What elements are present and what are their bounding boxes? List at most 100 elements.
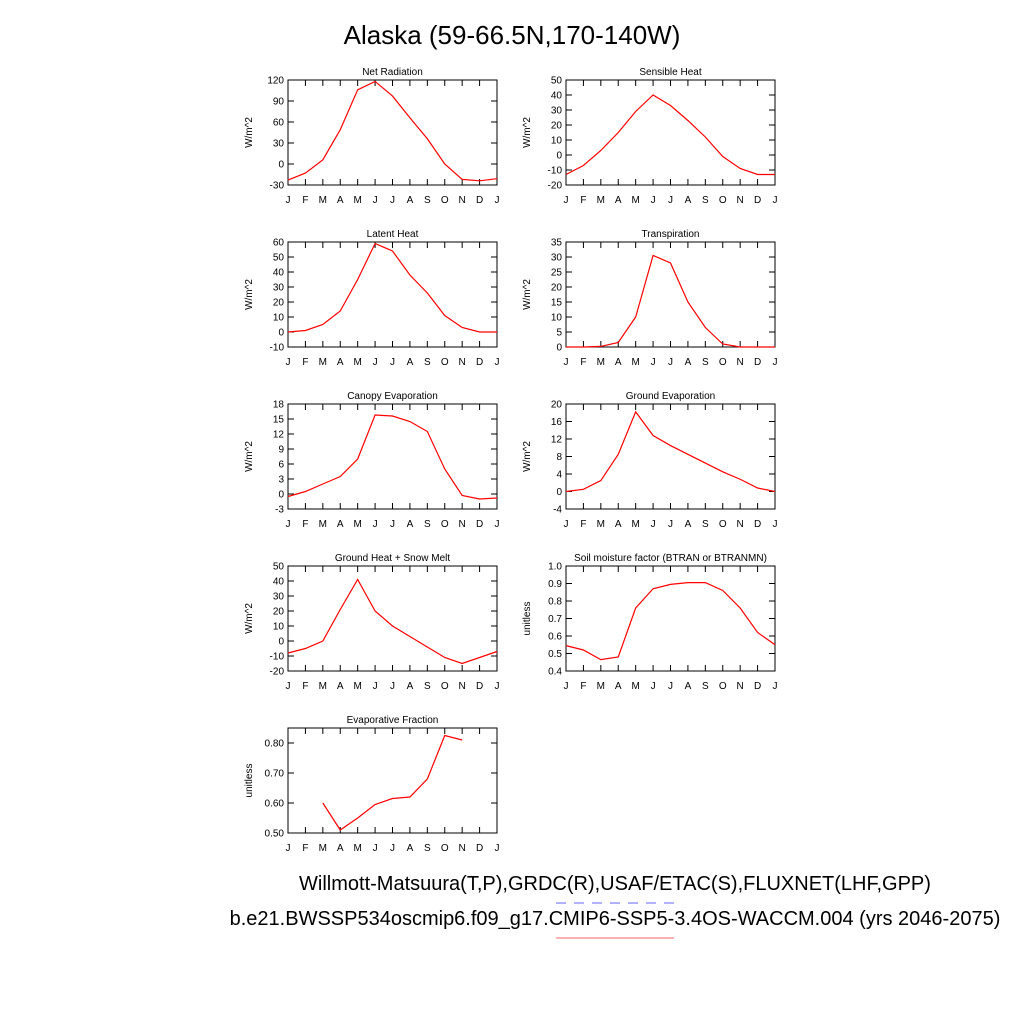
panel-title: Sensible Heat xyxy=(639,67,701,78)
x-tick-label: J xyxy=(495,195,500,206)
y-tick-label: 40 xyxy=(551,91,563,102)
x-tick-label: F xyxy=(302,843,308,854)
y-tick-label: 5 xyxy=(556,328,562,339)
x-tick-label: A xyxy=(615,681,622,692)
y-tick-label: 25 xyxy=(551,268,563,279)
x-tick-label: A xyxy=(615,195,622,206)
x-tick-label: J xyxy=(373,843,378,854)
plot-frame xyxy=(287,727,498,834)
y-tick-label: 90 xyxy=(273,97,285,108)
y-tick-label: 20 xyxy=(551,400,563,411)
x-tick-label: A xyxy=(685,357,692,368)
x-tick-label: A xyxy=(407,519,414,530)
x-tick-label: A xyxy=(615,519,622,530)
y-tick-label: 0.5 xyxy=(548,649,562,660)
x-tick-label: F xyxy=(302,195,308,206)
y-tick-label: 0.9 xyxy=(548,579,562,590)
x-tick-label: J xyxy=(651,519,656,530)
y-tick-label: 12 xyxy=(273,430,285,441)
x-tick-label: J xyxy=(668,357,673,368)
y-tick-label: 60 xyxy=(273,238,285,249)
x-tick-label: M xyxy=(597,519,605,530)
x-tick-label: A xyxy=(407,681,414,692)
x-tick-label: S xyxy=(424,195,431,206)
x-tick-label: M xyxy=(597,357,605,368)
x-tick-label: A xyxy=(407,195,414,206)
y-axis-label: W/m^2 xyxy=(244,279,255,310)
x-tick-label: M xyxy=(631,195,639,206)
x-tick-label: J xyxy=(668,519,673,530)
y-tick-label: 8 xyxy=(556,452,562,463)
x-tick-label: F xyxy=(302,519,308,530)
x-tick-label: D xyxy=(476,681,483,692)
x-tick-label: J xyxy=(564,357,569,368)
panel-title: Evaporative Fraction xyxy=(347,715,439,726)
x-tick-label: J xyxy=(286,357,291,368)
y-tick-label: 30 xyxy=(273,592,285,603)
x-tick-label: J xyxy=(495,681,500,692)
y-tick-label: -10 xyxy=(270,343,285,354)
x-tick-label: J xyxy=(773,519,778,530)
x-tick-label: F xyxy=(580,519,586,530)
x-tick-label: M xyxy=(631,357,639,368)
y-tick-label: 30 xyxy=(551,253,563,264)
data-line xyxy=(566,254,775,348)
y-tick-label: 0 xyxy=(278,637,284,648)
x-tick-label: F xyxy=(580,681,586,692)
x-tick-label: J xyxy=(390,195,395,206)
y-tick-label: 0 xyxy=(278,160,284,171)
y-tick-label: 1.0 xyxy=(548,562,562,573)
plot-frame xyxy=(565,241,776,348)
x-tick-label: N xyxy=(459,519,466,530)
y-tick-label: 10 xyxy=(551,313,563,324)
y-tick-label: 9 xyxy=(278,445,284,456)
x-tick-label: D xyxy=(476,519,483,530)
x-tick-label: J xyxy=(373,195,378,206)
y-axis-label: W/m^2 xyxy=(244,603,255,634)
y-tick-label: 40 xyxy=(273,268,285,279)
y-tick-label: 16 xyxy=(551,417,563,428)
y-tick-label: 15 xyxy=(273,415,285,426)
panel-title: Canopy Evaporation xyxy=(347,391,438,402)
footer-line: b.e21.BWSSP534oscmip6.f09_g17.CMIP6-SSP5… xyxy=(230,908,1001,930)
y-tick-label: 0 xyxy=(556,487,562,498)
x-tick-label: M xyxy=(319,357,327,368)
x-tick-label: O xyxy=(719,195,727,206)
data-line xyxy=(565,582,776,661)
x-tick-label: J xyxy=(286,843,291,854)
y-tick-label: -20 xyxy=(548,181,563,192)
y-tick-label: 30 xyxy=(273,283,285,294)
x-tick-label: M xyxy=(353,681,361,692)
x-tick-label: J xyxy=(495,843,500,854)
y-tick-label: 12 xyxy=(551,435,563,446)
x-tick-label: J xyxy=(651,357,656,368)
x-tick-label: J xyxy=(495,357,500,368)
y-tick-label: 3 xyxy=(278,475,284,486)
x-tick-label: J xyxy=(495,519,500,530)
x-tick-label: O xyxy=(719,519,727,530)
y-tick-label: 30 xyxy=(273,139,285,150)
x-tick-label: N xyxy=(459,843,466,854)
x-tick-label: O xyxy=(441,519,449,530)
x-tick-label: D xyxy=(754,357,761,368)
y-tick-label: 60 xyxy=(273,118,285,129)
y-tick-label: -4 xyxy=(553,505,562,516)
footer-line: Willmott-Matsuura(T,P),GRDC(R),USAF/ETAC… xyxy=(299,873,931,895)
x-tick-label: J xyxy=(390,519,395,530)
y-tick-label: -20 xyxy=(270,667,285,678)
data-line xyxy=(565,94,775,176)
x-tick-label: M xyxy=(597,195,605,206)
x-tick-label: A xyxy=(615,357,622,368)
x-tick-label: A xyxy=(337,681,344,692)
y-tick-label: 0.7 xyxy=(548,614,562,625)
y-tick-label: 4 xyxy=(556,470,562,481)
x-tick-label: M xyxy=(319,519,327,530)
panel-title: Transpiration xyxy=(642,229,700,240)
y-axis-label: W/m^2 xyxy=(522,117,533,148)
x-tick-label: A xyxy=(337,843,344,854)
x-tick-label: D xyxy=(476,357,483,368)
y-tick-label: 35 xyxy=(551,238,563,249)
x-tick-label: J xyxy=(373,357,378,368)
y-axis-label: unitless xyxy=(522,602,533,636)
